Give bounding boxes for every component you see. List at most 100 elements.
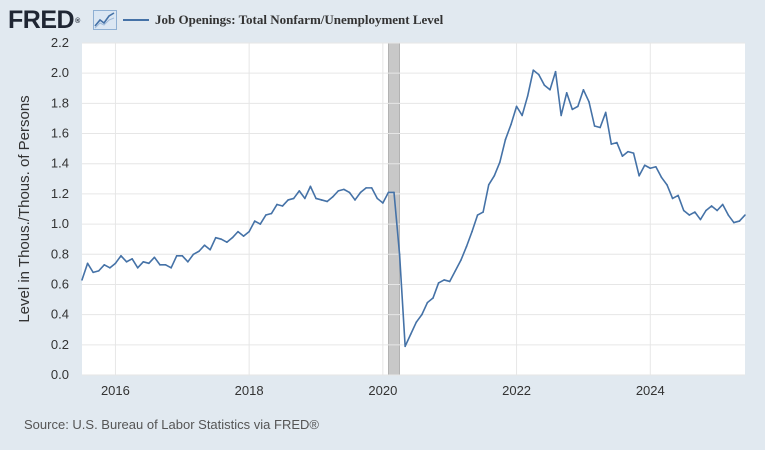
- data-point: [148, 262, 150, 265]
- data-point: [549, 88, 551, 91]
- y-axis-ticks: 0.0 0.2 0.4 0.6 0.8 1.0 1.2 1.4 1.6 1.8 2.0 2.2: [51, 35, 69, 382]
- y-tick-label: 0.0: [51, 367, 69, 382]
- source-note: Source: U.S. Bureau of Labor Statistics …: [24, 417, 319, 432]
- x-tick-label: 2016: [101, 383, 130, 398]
- data-point: [181, 254, 184, 257]
- y-gridlines: [82, 42, 745, 376]
- data-point: [521, 114, 523, 117]
- data-point: [421, 313, 423, 316]
- data-point: [198, 250, 200, 253]
- data-point: [738, 220, 741, 222]
- data-point: [660, 176, 663, 179]
- data-point: [437, 282, 440, 284]
- data-point: [270, 212, 273, 215]
- data-point: [682, 209, 685, 212]
- data-point: [382, 202, 384, 204]
- x-tick-label: 2022: [502, 383, 531, 398]
- data-point: [226, 241, 228, 243]
- data-point: [376, 197, 379, 200]
- data-point: [92, 271, 94, 274]
- data-point: [359, 191, 362, 194]
- data-point: [499, 161, 501, 164]
- data-point: [259, 223, 262, 225]
- data-point: [398, 253, 401, 256]
- data-point: [320, 199, 323, 201]
- y-tick-label: 0.6: [51, 276, 69, 291]
- graph-icon[interactable]: [93, 10, 117, 30]
- data-point: [671, 197, 674, 200]
- data-point: [677, 194, 679, 197]
- y-tick-label: 1.4: [51, 156, 69, 171]
- x-tick-label: 2018: [235, 383, 264, 398]
- data-point: [554, 70, 557, 73]
- data-point: [304, 197, 306, 200]
- data-point: [192, 253, 195, 256]
- data-point: [409, 333, 412, 336]
- data-point: [616, 141, 618, 144]
- data-point: [643, 164, 646, 167]
- y-tick-label: 1.8: [51, 95, 69, 110]
- data-point: [248, 230, 250, 233]
- data-point: [136, 267, 139, 269]
- data-point: [593, 125, 596, 127]
- data-point: [710, 205, 713, 207]
- data-point: [655, 165, 657, 168]
- data-point: [694, 211, 696, 213]
- legend-line-swatch: [123, 19, 149, 21]
- x-axis-ticks: 2016 2018 2020 2022 2024: [101, 383, 665, 398]
- data-point: [487, 184, 490, 186]
- y-axis-label: Level in Thous./Thous. of Persons: [16, 95, 33, 322]
- data-point: [515, 105, 518, 108]
- y-tick-label: 0.8: [51, 246, 69, 261]
- data-point: [281, 205, 284, 207]
- data-point: [705, 209, 707, 212]
- data-point: [242, 235, 245, 237]
- data-point: [153, 256, 156, 259]
- data-point: [365, 187, 367, 189]
- data-point: [292, 197, 295, 200]
- data-point: [309, 185, 312, 188]
- data-point: [142, 261, 145, 263]
- data-point: [109, 267, 111, 269]
- data-point: [733, 221, 735, 224]
- data-point: [231, 236, 234, 239]
- data-point: [649, 167, 652, 170]
- x-tick-label: 2020: [368, 383, 397, 398]
- data-point: [460, 259, 462, 262]
- y-tick-label: 2.0: [51, 65, 69, 80]
- data-point: [131, 258, 133, 260]
- data-point: [237, 230, 239, 233]
- data-point: [538, 73, 540, 76]
- data-point: [571, 108, 574, 111]
- data-point: [599, 126, 601, 129]
- data-point: [287, 199, 289, 201]
- data-point: [621, 155, 624, 157]
- data-point: [482, 211, 484, 213]
- y-tick-label: 1.6: [51, 126, 69, 141]
- data-point: [510, 123, 512, 126]
- data-point: [253, 220, 256, 222]
- y-tick-label: 2.2: [51, 35, 69, 50]
- line-chart: 0.0 0.2 0.4 0.6 0.8 1.0 1.2 1.4 1.6 1.8 2.0 2.2 201…: [16, 35, 746, 398]
- data-point: [81, 279, 83, 281]
- fred-logo-mark: ®: [75, 18, 80, 25]
- data-point: [348, 191, 351, 194]
- data-point: [187, 261, 189, 263]
- y-tick-label: 0.4: [51, 307, 69, 322]
- series-points: [81, 69, 746, 348]
- data-point: [164, 264, 167, 266]
- data-point: [170, 267, 172, 269]
- data-point: [610, 143, 613, 145]
- data-point: [454, 270, 457, 272]
- data-point: [404, 345, 406, 348]
- fred-logo-text: FRED: [8, 6, 75, 34]
- data-point: [532, 69, 535, 71]
- data-point: [727, 214, 730, 216]
- data-point: [354, 199, 356, 201]
- data-point: [265, 214, 267, 216]
- fred-logo[interactable]: FRED®: [8, 6, 80, 34]
- data-point: [493, 175, 496, 177]
- x-gridlines: [114, 43, 651, 375]
- y-tick-label: 1.0: [51, 216, 69, 231]
- data-point: [744, 214, 746, 216]
